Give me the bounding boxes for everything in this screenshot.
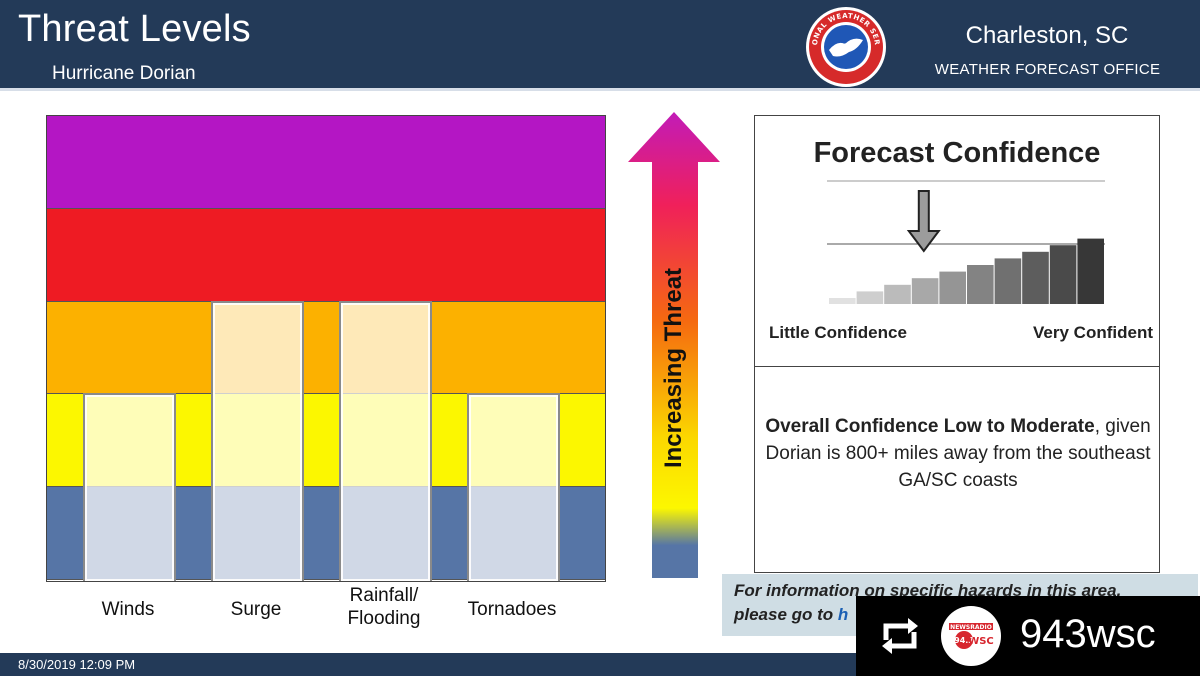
confidence-divider xyxy=(755,366,1159,367)
confidence-step xyxy=(911,278,939,304)
threat-band-4 xyxy=(47,208,605,302)
repost-icon xyxy=(882,618,918,654)
threat-band-5 xyxy=(47,116,605,209)
hazard-info-text: For information on specific hazards in t… xyxy=(734,579,1194,627)
confidence-step xyxy=(1022,251,1049,304)
threat-bar-tornadoes xyxy=(467,393,560,581)
confidence-step xyxy=(939,271,966,304)
confidence-step xyxy=(1049,245,1077,304)
confidence-low-label: Little Confidence xyxy=(769,323,907,342)
hazard-info-line2: please go to xyxy=(734,605,834,624)
increasing-threat-arrow xyxy=(628,112,720,578)
hazard-info-line1: For information on specific hazards in t… xyxy=(734,581,1122,600)
threat-bar-winds xyxy=(83,393,176,581)
wsc-badge-call: WSC xyxy=(968,636,994,647)
account-handle: 943wsc xyxy=(1020,612,1156,656)
confidence-step xyxy=(884,284,911,304)
threat-bar-label: Tornadoes xyxy=(467,599,557,620)
confidence-step xyxy=(856,291,884,304)
threat-band-3 xyxy=(47,301,605,395)
threat-level-chart xyxy=(46,115,606,582)
forecast-confidence-panel: Forecast Confidence Little Confidence Ve… xyxy=(754,115,1160,573)
threat-bar-rainfall xyxy=(339,300,432,581)
page-subtitle: Hurricane Dorian xyxy=(52,63,196,84)
nws-logo-icon: NATIONAL WEATHER SERVICE xyxy=(805,6,886,87)
repost-watermark: NEWSRADIO 94.3 WSC 943wsc xyxy=(856,596,1200,676)
increasing-threat-label: Increasing Threat xyxy=(660,267,687,469)
hazard-info-link[interactable]: h xyxy=(837,605,849,624)
confidence-pointer-icon xyxy=(906,190,941,253)
threat-bar-label: Winds xyxy=(101,599,155,620)
wsc-badge-freq: 94.3 xyxy=(954,636,974,645)
wsc-badge-top: NEWSRADIO xyxy=(950,624,992,631)
threat-bar-surge xyxy=(211,300,304,581)
threat-bar-label: Rainfall/Flooding xyxy=(347,585,421,629)
office-city: Charleston, SC xyxy=(965,22,1129,49)
confidence-step xyxy=(967,265,994,304)
confidence-summary-bold: Overall Confidence Low to Moderate xyxy=(765,416,1095,437)
confidence-summary: Overall Confidence Low to Moderate, give… xyxy=(765,413,1151,494)
confidence-step xyxy=(829,298,856,304)
confidence-summary-rest: , given Dorian is 800+ miles away from t… xyxy=(765,416,1151,491)
confidence-high-label: Very Confident xyxy=(1033,323,1153,342)
page-title: Threat Levels xyxy=(18,8,251,50)
office-name: WEATHER FORECAST OFFICE xyxy=(934,61,1161,78)
confidence-step xyxy=(994,258,1022,304)
timestamp: 8/30/2019 12:09 PM xyxy=(18,657,136,672)
header-bar: Threat Levels Hurricane Dorian NATIONAL … xyxy=(0,0,1200,91)
hazard-info-line2-wrap: please go to h xyxy=(734,603,1194,627)
confidence-step xyxy=(1077,238,1104,304)
threat-bar-label: Surge xyxy=(230,599,282,620)
wsc-logo: NEWSRADIO 94.3 WSC xyxy=(941,606,1001,666)
confidence-scale xyxy=(827,180,1105,304)
confidence-title: Forecast Confidence xyxy=(813,137,1101,169)
